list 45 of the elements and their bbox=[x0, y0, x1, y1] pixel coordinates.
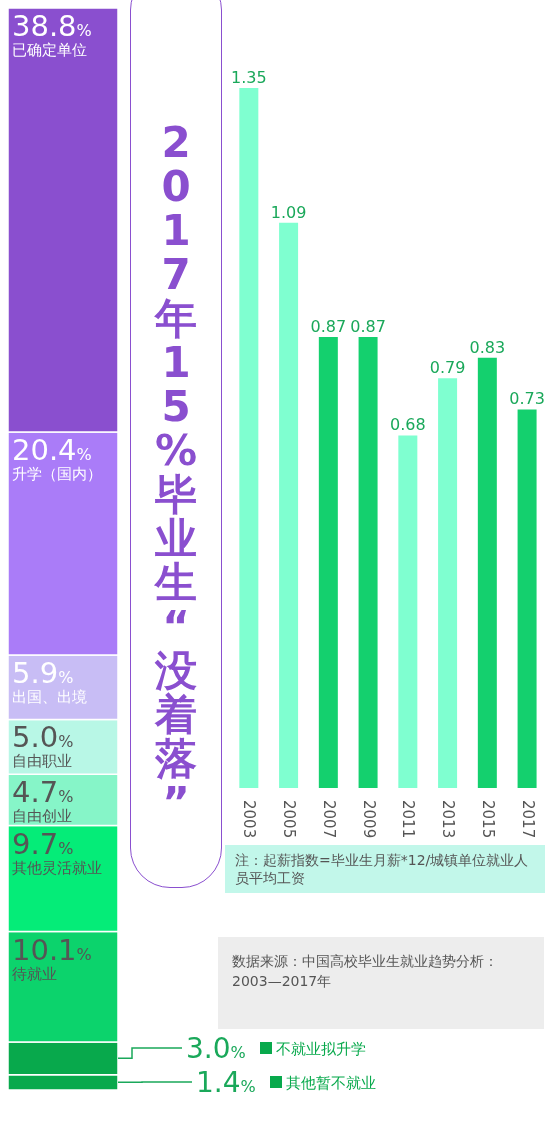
data-label: 4.7% bbox=[12, 775, 74, 810]
x-tick-label: 2007 bbox=[319, 800, 338, 839]
series-label: 已确定单位 bbox=[12, 41, 87, 59]
data-label: 9.7% bbox=[12, 826, 74, 861]
data-label: 38.8% bbox=[12, 9, 92, 43]
x-tick-label: 2005 bbox=[280, 800, 299, 839]
data-label: 1.09 bbox=[270, 202, 307, 222]
data-label: 1.4% bbox=[196, 1066, 256, 1099]
bar bbox=[358, 336, 378, 788]
data-label: 10.1% bbox=[12, 932, 92, 967]
text: 注：起薪指数=毕业生月薪*12/城镇单位就业人员平均工资 bbox=[225, 845, 545, 893]
x-tick-label: 2017 bbox=[518, 800, 537, 839]
legend-label: 不就业拟升学 bbox=[276, 1040, 366, 1058]
series-label: 其他灵活就业 bbox=[12, 858, 102, 877]
series-label: 自由创业 bbox=[12, 807, 72, 826]
series-label: 升学（国内） bbox=[12, 465, 102, 484]
data-label: 5.9% bbox=[12, 656, 74, 691]
data-label: 0.83 bbox=[469, 337, 506, 357]
data-label: 20.4% bbox=[12, 433, 92, 468]
series-label: 出国、出境 bbox=[12, 688, 87, 707]
data-label: 0.87 bbox=[350, 316, 386, 336]
series-label: 自由职业 bbox=[12, 752, 72, 771]
source-note: 数据来源：中国高校毕业生就业趋势分析：2003—2017年 bbox=[218, 937, 544, 1029]
bar bbox=[398, 435, 418, 788]
bar bbox=[279, 222, 299, 788]
legend-label: 其他暂不就业 bbox=[286, 1074, 376, 1092]
data-label: 3.0% bbox=[186, 1032, 246, 1065]
data-label: 0.73 bbox=[509, 389, 545, 409]
x-tick-label: 2011 bbox=[399, 800, 418, 839]
bar bbox=[318, 336, 338, 788]
bar bbox=[239, 88, 259, 788]
x-tick-label: 2009 bbox=[359, 800, 378, 839]
data-label: 0.68 bbox=[390, 415, 426, 435]
data-label: 5.0% bbox=[12, 720, 74, 755]
bar bbox=[438, 378, 458, 788]
series-label: 待就业 bbox=[12, 964, 57, 983]
bar bbox=[477, 357, 497, 788]
bar bbox=[517, 409, 537, 788]
chart-title: 2017年15%毕业生“没着落” bbox=[154, 118, 198, 827]
x-tick-label: 2013 bbox=[439, 800, 458, 839]
data-label: 0.87 bbox=[310, 316, 347, 336]
x-tick-label: 2015 bbox=[478, 800, 497, 839]
data-label: 0.79 bbox=[429, 358, 466, 378]
data-label: 1.35 bbox=[231, 68, 267, 87]
x-tick-label: 2003 bbox=[240, 800, 259, 839]
